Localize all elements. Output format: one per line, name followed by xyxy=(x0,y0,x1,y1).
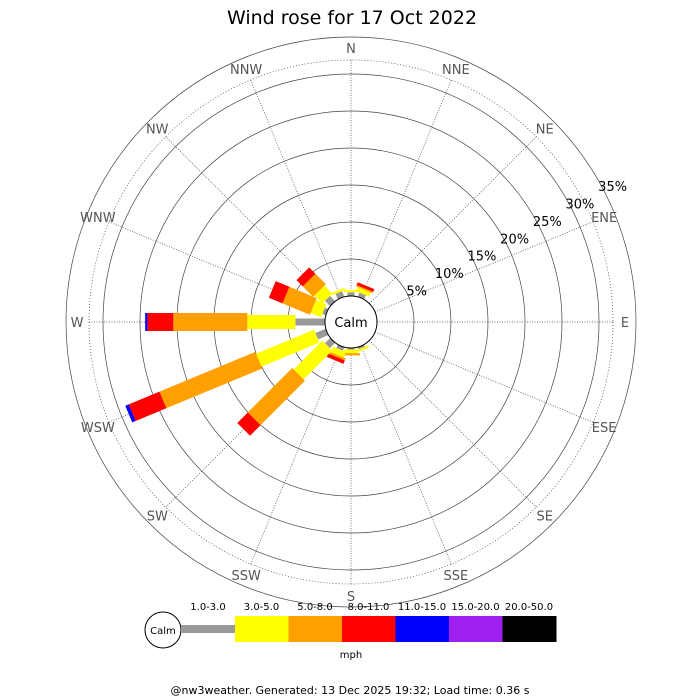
ring-labels: 5% 10% 15%20% 25% 30%35% xyxy=(406,180,627,299)
ring-label-20: 20% xyxy=(500,232,529,247)
direction-label-nnw: NNW xyxy=(230,63,262,78)
petal-nw-bin-2 xyxy=(302,273,326,297)
direction-label-s: S xyxy=(347,590,355,605)
ring-label-30: 30% xyxy=(566,198,595,213)
direction-label-w: W xyxy=(71,316,84,331)
petal-ssw-bin-3 xyxy=(326,353,345,364)
direction-labels: N NNE NE ENE E ESE SE SSE S SSW SW WSW W WNW NW NNW xyxy=(71,42,630,605)
direction-label-e: E xyxy=(621,316,629,331)
direction-label-wnw: WNW xyxy=(80,211,116,226)
direction-label-sw: SW xyxy=(147,510,168,525)
legend-range-2: 5.0-8.0 xyxy=(297,602,332,613)
petal-wsw-bin-3 xyxy=(128,391,167,421)
petal-wsw-bin-0 xyxy=(315,328,329,340)
petal-wsw-bin-1 xyxy=(255,329,320,367)
petal-s-bin-1 xyxy=(344,349,358,354)
direction-label-wsw: WSW xyxy=(81,421,115,436)
legend-swatch-6 xyxy=(502,616,557,642)
petal-sw-bin-3 xyxy=(237,412,261,436)
petal-wnw-bin-0 xyxy=(322,307,329,316)
ring-label-25: 25% xyxy=(533,215,562,230)
ring-label-10: 10% xyxy=(435,267,464,282)
petal-nw-bin-1 xyxy=(314,285,333,304)
direction-label-n: N xyxy=(346,42,356,57)
spoke-ene xyxy=(374,221,594,313)
petal-nne-bin-0 xyxy=(357,292,366,300)
petal-w-bin-4 xyxy=(145,313,148,331)
petal-w-bin-1 xyxy=(247,315,296,329)
spoke-nnw xyxy=(250,79,342,299)
direction-label-nw: NW xyxy=(146,122,169,137)
legend-range-4: 11.0-15.0 xyxy=(398,602,446,613)
chart-title: Wind rose for 17 Oct 2022 xyxy=(227,7,477,29)
legend-swatch-0 xyxy=(181,625,235,633)
petal-n-bin-1 xyxy=(344,290,358,293)
legend-calm-label: Calm xyxy=(150,626,176,637)
ring-30 xyxy=(102,73,600,571)
wind-petals xyxy=(125,267,375,436)
legend-range-1: 3.0-5.0 xyxy=(244,602,279,613)
legend-range-6: 20.0-50.0 xyxy=(505,602,553,613)
petal-wnw-bin-3 xyxy=(268,281,290,304)
petal-sw-bin-2 xyxy=(247,368,305,426)
spoke-se xyxy=(369,340,537,508)
petal-w-bin-2 xyxy=(173,313,248,331)
petal-sse-bin-0 xyxy=(357,344,366,350)
petal-n-bin-0 xyxy=(347,292,355,296)
petal-nnw-bin-1 xyxy=(331,287,346,296)
petal-wnw-bin-1 xyxy=(310,299,327,318)
petal-s-bin-2 xyxy=(342,353,360,356)
petal-sw-bin-1 xyxy=(293,340,333,380)
spoke-wnw xyxy=(108,221,328,313)
petal-wsw-bin-2 xyxy=(159,351,263,409)
petal-ssw-bin-0 xyxy=(336,344,345,351)
direction-label-nne: NNE xyxy=(442,63,470,78)
footer-text: @nw3weather. Generated: 13 Dec 2025 19:3… xyxy=(171,684,530,697)
petal-w-bin-3 xyxy=(147,313,174,331)
ring-label-35: 35% xyxy=(598,180,627,195)
direction-label-ese: ESE xyxy=(592,421,617,436)
legend-swatch-2 xyxy=(288,616,343,642)
petal-nne-bin-1 xyxy=(356,287,371,297)
petal-sse-bin-1 xyxy=(355,345,370,353)
petal-nne-bin-2 xyxy=(356,284,374,294)
petal-wnw-bin-2 xyxy=(282,286,317,315)
direction-label-sse: SSE xyxy=(443,569,468,584)
speed-legend: Calm 1.0-3.0 3.0-5.0 5.0-8.0 8.0-11.0 11.0-1… xyxy=(144,602,557,661)
legend-unit: mph xyxy=(340,650,362,661)
legend-range-5: 15.0-20.0 xyxy=(451,602,499,613)
spoke-ese xyxy=(374,331,594,423)
spoke-ssw xyxy=(250,345,342,565)
legend-swatch-5 xyxy=(449,616,503,642)
legend-range-0: 1.0-3.0 xyxy=(190,602,225,613)
spoke-nw xyxy=(165,136,333,304)
calm-circle xyxy=(324,295,378,349)
petal-nne-bin-3 xyxy=(356,282,375,292)
ring-label-5: 5% xyxy=(406,284,427,299)
direction-label-se: SE xyxy=(537,510,553,525)
ring-35 xyxy=(65,36,637,608)
petal-ssw-bin-2 xyxy=(328,351,346,361)
calm-label: Calm xyxy=(334,316,367,331)
ring-label-15: 15% xyxy=(468,250,497,265)
petal-wsw-bin-4 xyxy=(125,404,136,423)
spoke-nne xyxy=(360,79,452,299)
legend-swatch-1 xyxy=(235,616,289,642)
spoke-sse xyxy=(360,345,452,565)
direction-label-ssw: SSW xyxy=(231,569,261,584)
petal-ssw-bin-1 xyxy=(330,346,347,358)
petal-w-bin-0 xyxy=(295,318,325,326)
spoke-ne xyxy=(369,136,537,304)
legend-swatch-4 xyxy=(395,616,450,642)
legend-range-3: 8.0-11.0 xyxy=(348,602,390,613)
direction-label-ne: NE xyxy=(536,122,554,137)
legend-swatch-3 xyxy=(342,616,396,642)
direction-label-ene: ENE xyxy=(591,211,617,226)
petal-nw-bin-3 xyxy=(296,267,316,287)
